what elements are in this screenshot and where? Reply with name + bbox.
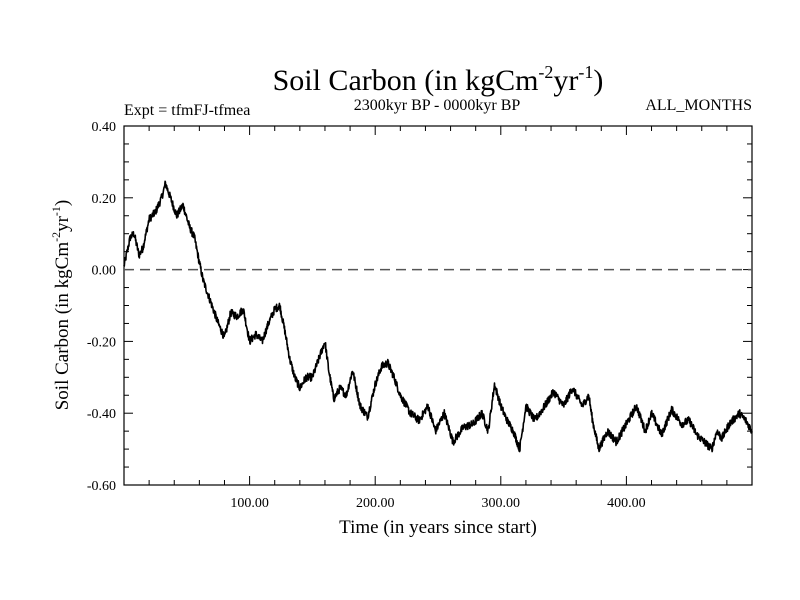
- y-tick-label: 0.20: [92, 192, 117, 207]
- x-tick-label: 400.00: [607, 496, 646, 511]
- y-tick-label: -0.40: [87, 407, 116, 422]
- y-axis: 0.40 0.20 0.00 -0.20 -0.40 -0.60: [87, 120, 752, 494]
- y-tick-label: 0.40: [92, 120, 117, 135]
- subtitle-right: ALL_MONTHS: [645, 97, 752, 114]
- plot-frame: [123, 125, 753, 486]
- x-tick-label: 200.00: [356, 496, 395, 511]
- y-tick-label: -0.20: [87, 335, 116, 350]
- y-axis-label: Soil Carbon (in kgCm-2yr-1): [49, 200, 73, 411]
- series-line-soil-carbon: [123, 180, 753, 453]
- chart-title: Soil Carbon (in kgCm-2yr-1): [273, 62, 604, 97]
- x-axis: 100.00 200.00 300.00 400.00: [148, 126, 728, 511]
- y-tick-label: -0.60: [87, 479, 116, 494]
- x-tick-label: 300.00: [482, 496, 521, 511]
- subtitle-center: 2300kyr BP - 0000kyr BP: [354, 97, 521, 114]
- x-tick-label: 100.00: [230, 496, 269, 511]
- x-axis-label: Time (in years since start): [339, 517, 537, 538]
- y-tick-label: 0.00: [92, 264, 117, 279]
- subtitle-left: Expt = tfmFJ-tfmea: [124, 102, 250, 119]
